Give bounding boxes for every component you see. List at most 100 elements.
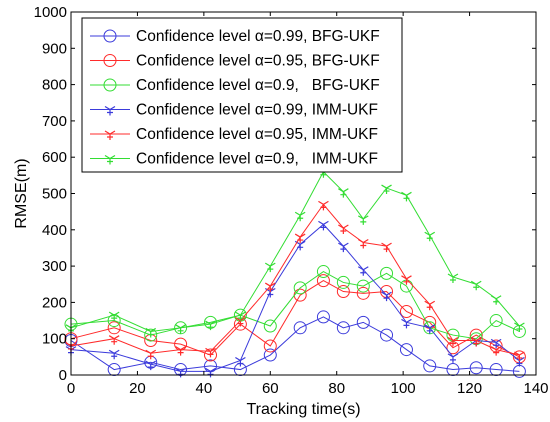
data-point-marker — [294, 240, 306, 251]
series-line — [70, 270, 520, 340]
y-tick-label: 700 — [42, 113, 67, 130]
data-point-marker — [205, 320, 216, 331]
data-point-marker — [144, 328, 158, 342]
x-tick-label: 80 — [328, 380, 345, 397]
data-point-marker — [263, 339, 277, 353]
data-point-marker — [293, 281, 307, 295]
axis-ticks: 0 20 40 60 80 100 120 140 0 100 200 300 400 500 600 700… — [34, 4, 549, 397]
data-point-marker — [356, 315, 370, 329]
series-line — [70, 203, 520, 356]
data-point-marker — [489, 314, 503, 328]
x-tick-label: 20 — [129, 380, 146, 397]
data-point-marker — [65, 346, 77, 356]
data-point-marker — [316, 265, 330, 279]
data-point-marker — [381, 291, 392, 302]
data-point-marker — [103, 54, 117, 67]
data-point-marker — [104, 130, 116, 140]
data-point-marker — [357, 266, 369, 276]
data-point-marker — [338, 224, 349, 234]
legend-label: Confidence level α=0.99, BFG-UKF — [136, 28, 380, 45]
data-point-marker — [108, 349, 120, 360]
data-point-marker — [175, 346, 186, 356]
data-point-marker — [357, 215, 369, 225]
data-point-marker — [145, 349, 157, 360]
legend: Confidence level α=0.99, BFG-UKF Confiden… — [81, 17, 403, 173]
data-point-marker — [424, 324, 436, 334]
y-tick-label: 900 — [42, 40, 67, 57]
x-axis-label: Tracking time(s) — [246, 401, 360, 418]
series-line — [70, 170, 520, 332]
x-tick-label: 40 — [196, 380, 213, 397]
data-point-marker — [490, 295, 502, 305]
data-point-marker — [381, 242, 392, 253]
legend-label: Confidence level α=0.95, BFG-UKF — [136, 53, 380, 70]
y-tick-label: 0 — [59, 367, 67, 384]
data-point-marker — [293, 321, 307, 335]
data-point-marker — [205, 367, 216, 378]
data-point-marker — [316, 274, 330, 288]
data-point-marker — [235, 317, 246, 327]
legend-box — [81, 17, 403, 173]
data-point-marker — [470, 280, 482, 291]
y-tick-label: 300 — [42, 258, 67, 275]
y-tick-label: 400 — [42, 222, 67, 239]
data-point-marker — [318, 220, 329, 231]
data-point-marker — [145, 360, 157, 371]
data-point-marker — [104, 154, 116, 165]
data-point-marker — [401, 275, 412, 285]
series-5 — [65, 200, 525, 362]
data-point-marker — [318, 200, 329, 211]
data-point-marker — [356, 286, 370, 300]
x-tick-label: 140 — [523, 380, 548, 397]
data-point-marker — [107, 321, 121, 335]
series-4 — [65, 220, 525, 378]
data-point-marker — [103, 29, 117, 43]
data-point-marker — [263, 348, 277, 362]
data-point-marker — [264, 287, 276, 298]
data-point-marker — [401, 191, 412, 202]
y-tick-label: 600 — [42, 149, 67, 166]
data-point-marker — [204, 348, 217, 362]
legend-label: Confidence level α=0.95, IMM-UKF — [136, 126, 378, 143]
x-tick-label: 100 — [391, 380, 416, 397]
y-tick-label: 500 — [42, 186, 67, 203]
data-point-marker — [401, 318, 412, 329]
y-tick-label: 800 — [42, 77, 67, 94]
data-point-marker — [447, 353, 459, 363]
data-point-marker — [424, 300, 436, 311]
x-tick-label: 0 — [67, 380, 75, 397]
data-point-marker — [338, 242, 349, 253]
data-point-marker — [380, 328, 394, 342]
data-point-marker — [108, 335, 120, 345]
data-point-marker — [107, 363, 121, 377]
data-point-marker — [399, 304, 413, 318]
data-point-marker — [205, 347, 216, 358]
data-point-marker — [490, 338, 502, 349]
data-point-marker — [65, 324, 77, 334]
data-point-marker — [470, 337, 482, 347]
legend-label: Confidence level α=0.9, IMM-UKF — [136, 151, 378, 168]
data-point-marker — [489, 363, 503, 377]
data-point-marker — [316, 310, 330, 324]
x-tick-label: 120 — [457, 380, 482, 397]
data-point-marker — [264, 262, 276, 273]
series-group — [64, 168, 526, 378]
y-axis-label: RMSE(m) — [13, 158, 30, 228]
data-point-marker — [446, 363, 460, 377]
data-point-marker — [338, 188, 349, 198]
data-point-marker — [175, 367, 186, 378]
y-tick-label: 200 — [42, 294, 67, 311]
data-point-marker — [103, 78, 117, 92]
data-point-marker — [336, 285, 350, 299]
data-point-marker — [263, 319, 277, 333]
data-point-marker — [356, 279, 370, 293]
x-tick-label: 60 — [262, 380, 279, 397]
y-tick-label: 100 — [42, 331, 67, 348]
data-point-marker — [336, 275, 350, 289]
data-point-marker — [399, 343, 413, 357]
data-point-marker — [336, 321, 350, 335]
data-point-marker — [235, 356, 246, 367]
data-point-marker — [294, 233, 306, 244]
data-point-marker — [175, 324, 186, 334]
